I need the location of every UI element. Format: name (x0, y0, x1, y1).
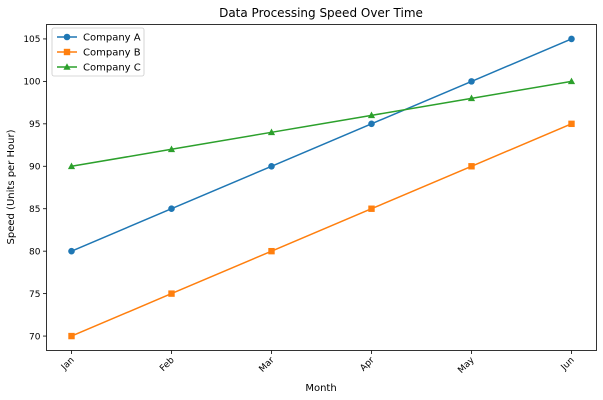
y-axis-label: Speed (Units per Hour) (6, 129, 17, 244)
data-point-company-c (267, 128, 276, 136)
legend-label-company-a: Company A (83, 33, 141, 44)
chart-title: Data Processing Speed Over Time (219, 6, 423, 20)
data-point-company-c (467, 94, 476, 102)
legend-swatch-marker (63, 33, 71, 41)
data-point-company-b (368, 205, 375, 212)
data-point-company-a (68, 247, 75, 255)
x-axis-label: Month (305, 383, 336, 394)
data-point-company-a (468, 78, 475, 85)
y-tick-label: 70 (29, 332, 41, 342)
y-tick-label: 95 (29, 120, 40, 130)
data-point-company-c (67, 162, 76, 170)
data-point-company-c (367, 111, 376, 119)
y-tick-label: 85 (29, 205, 40, 215)
data-point-company-b (568, 120, 575, 128)
legend: Company A Company B Company C (51, 27, 145, 77)
legend-box (51, 27, 145, 77)
y-tick-label: 90 (29, 162, 41, 172)
data-point-company-a (268, 162, 275, 170)
legend-swatch-marker (63, 48, 71, 56)
data-point-company-a (168, 205, 175, 213)
series-line-company-c (71, 80, 572, 168)
legend-label-company-c: Company C (83, 63, 141, 74)
data-point-company-c (167, 145, 176, 153)
data-point-company-c (567, 77, 576, 85)
y-tick-label: 105 (23, 35, 40, 45)
data-point-company-b (468, 163, 475, 170)
series-layer (67, 35, 576, 340)
y-axis: 70 75 80 85 90 95 100 105 (23, 35, 47, 342)
series-line-company-b (71, 123, 572, 337)
data-point-company-a (568, 35, 575, 43)
y-tick-label: 75 (29, 290, 40, 300)
y-tick-label: 100 (23, 78, 40, 88)
data-point-company-b (268, 247, 275, 255)
legend-swatch-marker (63, 63, 71, 70)
y-tick-label: 80 (29, 247, 41, 257)
plot-area-frame (46, 24, 597, 351)
legend-label-company-b: Company B (83, 48, 141, 59)
data-point-company-b (68, 332, 75, 340)
data-point-company-b (168, 290, 175, 297)
series-line-company-a (71, 38, 572, 252)
data-point-company-a (368, 120, 375, 128)
